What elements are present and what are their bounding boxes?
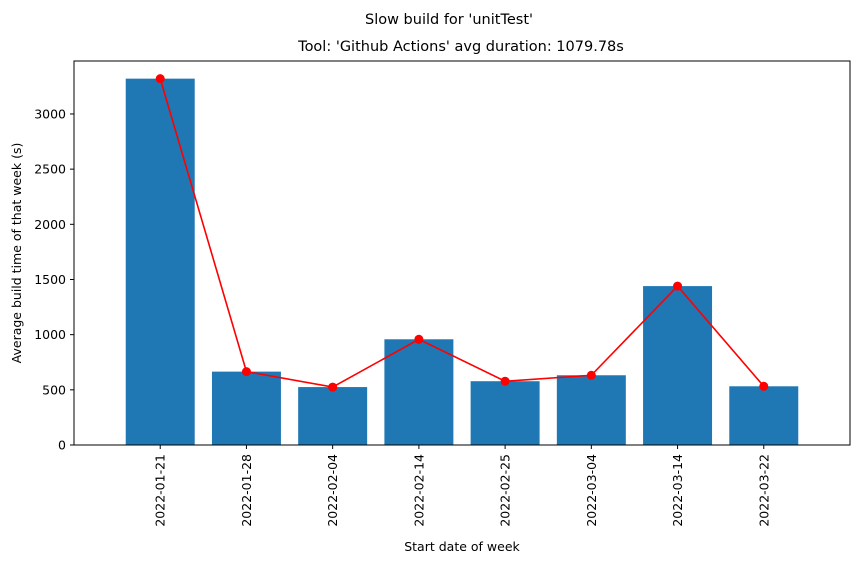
bar-2022-03-04	[556, 375, 626, 445]
x-axis-label: Start date of week	[404, 539, 520, 554]
x-tick-label: 2022-01-21	[153, 454, 168, 527]
bar-2022-02-25	[470, 381, 540, 445]
x-tick-label: 2022-03-22	[756, 454, 771, 527]
overlay-line-group	[155, 74, 769, 392]
line-point-2022-02-14	[414, 334, 424, 344]
x-tick-label: 2022-02-04	[325, 454, 340, 527]
x-tick-label: 2022-03-14	[670, 454, 685, 527]
bar-2022-01-28	[211, 371, 281, 445]
y-tick-label: 500	[42, 382, 66, 397]
overlay-line	[159, 78, 765, 388]
line-point-2022-02-04	[328, 382, 338, 392]
y-axis-label: Average build time of that week (s)	[9, 143, 24, 364]
bar-2022-02-04	[298, 387, 368, 445]
line-point-2022-01-21	[155, 74, 165, 84]
y-tick-label: 1500	[34, 272, 66, 287]
y-tick-label: 0	[58, 438, 66, 453]
x-tick-label: 2022-03-04	[584, 454, 599, 527]
line-point-2022-02-25	[500, 376, 510, 386]
y-tick-label: 2500	[34, 162, 66, 177]
line-point-2022-01-28	[241, 367, 251, 377]
chart-suptitle: Slow build for 'unitTest'	[365, 12, 533, 28]
bars-group	[125, 78, 799, 445]
y-tick-label: 3000	[34, 106, 66, 121]
y-axis-ticks: 0 500 1000 1500 2000 2500 3000	[34, 106, 74, 453]
plot-area-frame	[73, 60, 851, 446]
x-tick-label: 2022-02-25	[498, 454, 513, 527]
line-point-2022-03-22	[759, 381, 769, 391]
y-tick-label: 2000	[34, 217, 66, 232]
bar-2022-02-14	[384, 339, 454, 445]
y-tick-label: 1000	[34, 327, 66, 342]
line-point-2022-03-04	[586, 370, 596, 380]
bar-2022-03-22	[729, 386, 799, 445]
x-tick-label: 2022-02-14	[411, 454, 426, 527]
chart-title: Tool: 'Github Actions' avg duration: 107…	[297, 39, 624, 55]
x-tick-label: 2022-01-28	[239, 454, 254, 527]
line-point-2022-03-14	[673, 281, 683, 291]
x-axis-ticks: 2022-01-21 2022-01-28 2022-02-04 2022-02-14…	[153, 445, 771, 527]
bar-2022-01-21	[125, 78, 195, 445]
